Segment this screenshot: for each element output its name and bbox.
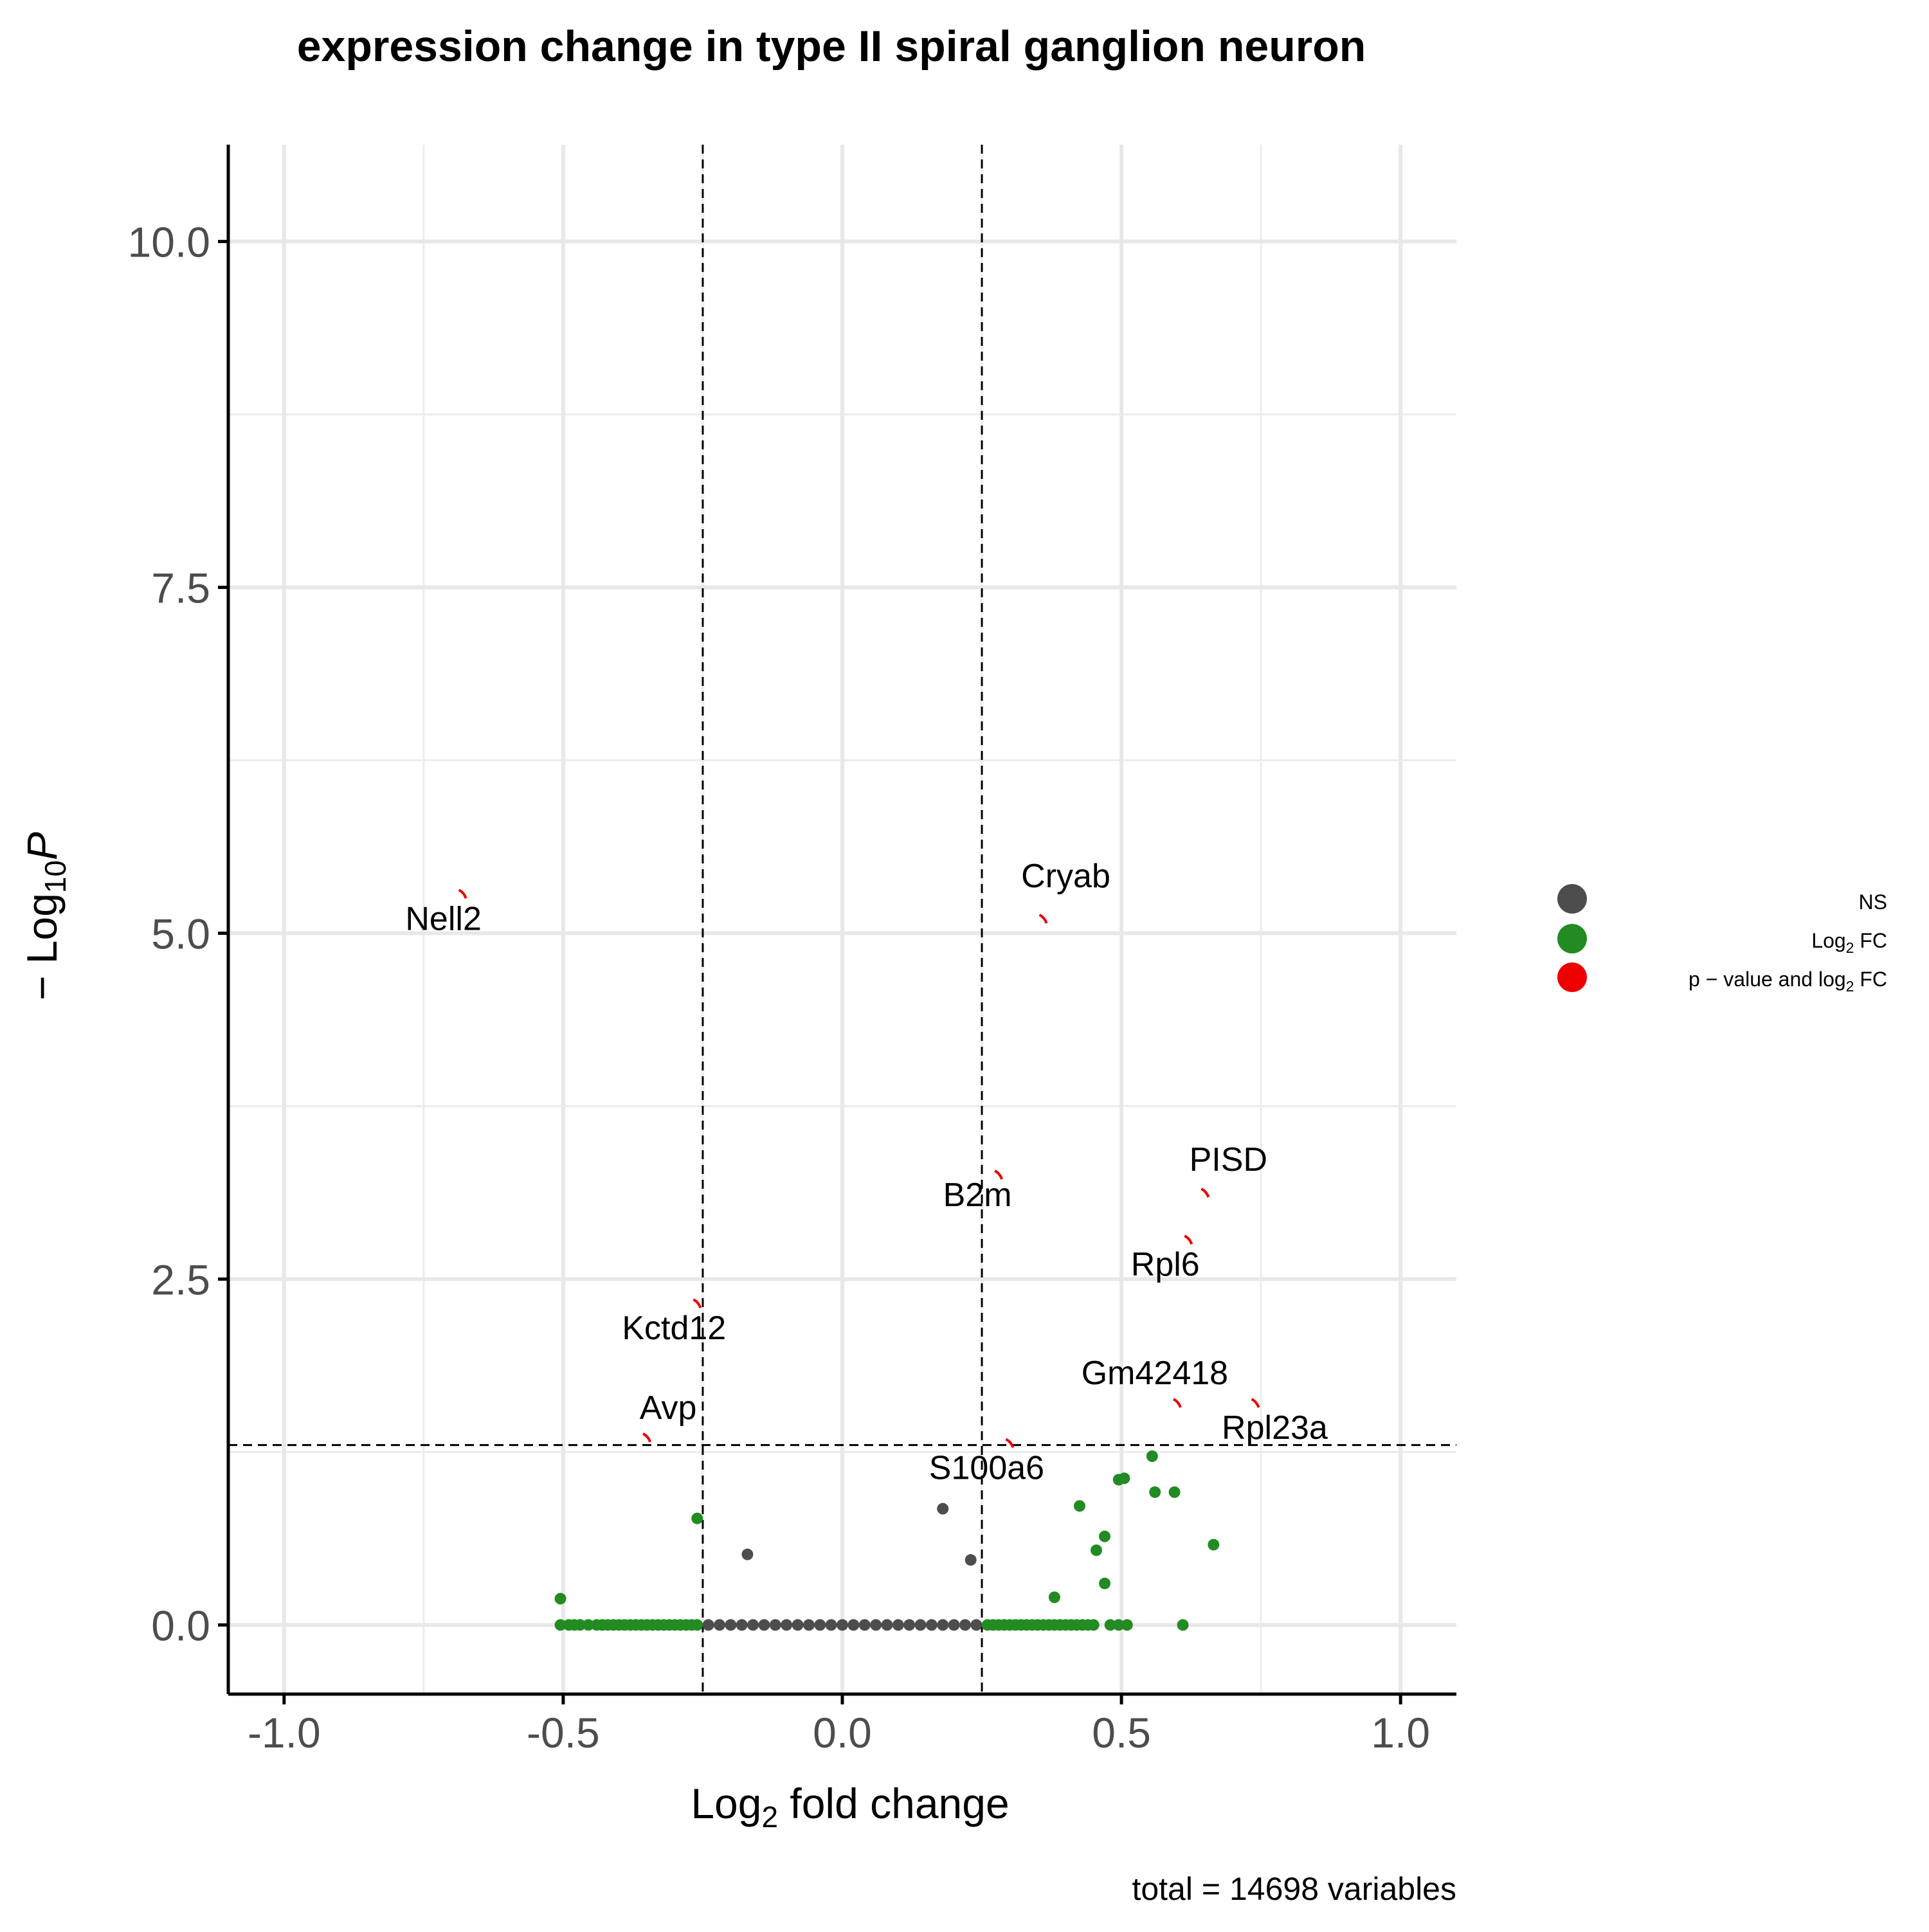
- x-tick-label: -1.0: [248, 1709, 321, 1756]
- data-point-ns: [914, 1619, 927, 1631]
- x-axis-label: Log2 fold change: [691, 1780, 1009, 1834]
- point-label: Kctd12: [622, 1310, 726, 1347]
- data-point-fc: [1112, 1619, 1125, 1631]
- data-point-sig: [458, 889, 467, 899]
- data-point-fc: [1091, 1544, 1103, 1557]
- data-point-ns: [814, 1619, 826, 1631]
- point-label: Gm42418: [1082, 1355, 1228, 1392]
- data-point-fc: [1208, 1539, 1220, 1551]
- data-point-ns: [937, 1503, 949, 1515]
- data-point-sig: [1005, 1438, 1015, 1449]
- data-point-ns: [714, 1619, 725, 1631]
- data-point-ns: [970, 1619, 983, 1631]
- chart-caption: total = 14698 variables: [1132, 1871, 1456, 1907]
- point-label: Cryab: [1021, 858, 1110, 895]
- data-point-ns: [747, 1619, 759, 1631]
- point-label: Avp: [640, 1389, 697, 1427]
- data-point-ns: [769, 1619, 781, 1631]
- data-point-fc: [582, 1619, 594, 1631]
- legend-label-fc: Log2 FC: [1811, 929, 1887, 956]
- y-tick-label: 10.0: [128, 219, 210, 266]
- data-point-sig: [1184, 1234, 1193, 1245]
- x-tick-label: -0.5: [527, 1709, 600, 1756]
- data-point-ns: [925, 1619, 937, 1631]
- x-tick-label: 0.5: [1092, 1709, 1151, 1756]
- point-label: Nell2: [405, 900, 482, 937]
- data-point-fc: [554, 1619, 566, 1631]
- data-point-fc: [554, 1593, 566, 1605]
- data-point-fc: [691, 1512, 703, 1524]
- data-point-ns: [702, 1619, 714, 1631]
- data-point-fc: [1149, 1486, 1161, 1498]
- point-label: PISD: [1190, 1141, 1267, 1178]
- data-point-ns: [881, 1619, 893, 1631]
- data-point-fc: [574, 1619, 586, 1631]
- data-point-ns: [758, 1619, 770, 1631]
- data-point-fc: [1099, 1577, 1111, 1589]
- x-tick-label: 0.0: [813, 1709, 872, 1756]
- legend-key-sig: [1557, 962, 1587, 992]
- legend: NS Log2 FC p − value and log2 FC: [1557, 884, 1887, 995]
- data-point-ns: [948, 1619, 960, 1631]
- data-point-fc: [1146, 1450, 1158, 1462]
- data-point-sig: [1200, 1187, 1210, 1198]
- data-point-sig: [1172, 1398, 1182, 1408]
- x-tick-label: 1.0: [1371, 1709, 1430, 1756]
- data-point-ns: [937, 1619, 949, 1631]
- y-tick-label: 7.5: [151, 564, 210, 612]
- y-axis-label: − Log10P: [18, 832, 72, 1000]
- data-point-fc: [1087, 1619, 1100, 1631]
- data-point-fc: [1104, 1619, 1116, 1631]
- data-point-sig: [1038, 914, 1048, 924]
- legend-label-ns: NS: [1859, 890, 1887, 914]
- data-point-ns: [781, 1619, 793, 1631]
- y-tick-label: 5.0: [151, 910, 210, 958]
- data-point-fc: [691, 1619, 703, 1631]
- data-point-fc: [1118, 1472, 1130, 1485]
- chart-title: expression change in type II spiral gang…: [297, 22, 1366, 71]
- data-point-fc: [1073, 1500, 1085, 1512]
- legend-label-sig: p − value and log2 FC: [1689, 968, 1887, 995]
- data-point-ns: [825, 1619, 837, 1631]
- y-tick-label: 2.5: [151, 1256, 210, 1303]
- data-point-fc: [1099, 1530, 1111, 1542]
- legend-key-ns: [1557, 884, 1587, 914]
- data-point-ns: [903, 1619, 916, 1631]
- data-point-fc: [1048, 1591, 1060, 1603]
- data-point-ns: [959, 1619, 971, 1631]
- point-label: S100a6: [929, 1450, 1044, 1487]
- data-point-sig: [642, 1432, 652, 1443]
- data-point-fc: [1168, 1486, 1181, 1498]
- data-point-ns: [736, 1619, 748, 1631]
- point-label: Rpl6: [1131, 1246, 1200, 1283]
- data-point-fc: [1177, 1619, 1189, 1631]
- point-label: Rpl23a: [1222, 1409, 1328, 1447]
- data-point-ns: [964, 1554, 977, 1566]
- data-point-ns: [792, 1619, 804, 1631]
- data-point-sig: [994, 1169, 1003, 1180]
- data-point-ns: [837, 1619, 848, 1631]
- legend-key-fc: [1557, 924, 1587, 953]
- data-point-ns: [847, 1619, 860, 1631]
- data-point-ns: [858, 1619, 871, 1631]
- data-point-ns: [802, 1619, 815, 1631]
- y-tick-label: 0.0: [151, 1602, 210, 1649]
- data-point-sig: [693, 1298, 702, 1308]
- data-point-ns: [892, 1619, 904, 1631]
- data-point-fc: [1121, 1619, 1133, 1631]
- data-point-ns: [741, 1548, 754, 1560]
- data-point-ns: [725, 1619, 737, 1631]
- point-label: B2m: [943, 1177, 1012, 1214]
- data-point-ns: [870, 1619, 882, 1631]
- data-point-sig: [1251, 1398, 1260, 1408]
